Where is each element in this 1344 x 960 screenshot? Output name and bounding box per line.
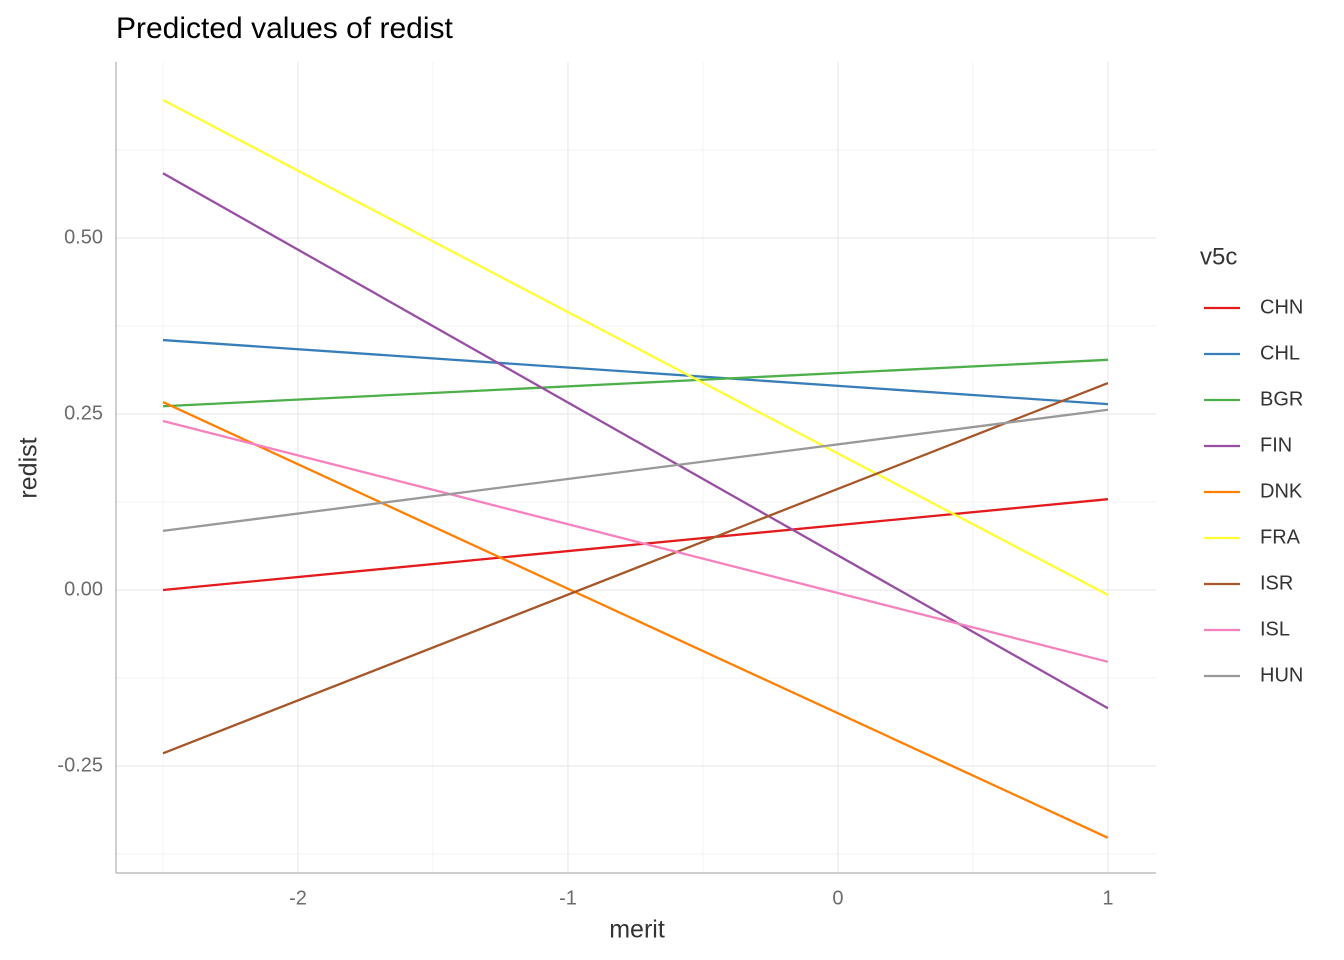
series-line [162, 498, 1109, 592]
series-line [162, 338, 1109, 406]
legend-label: DNK [1260, 480, 1303, 502]
legend-label: ISL [1260, 618, 1290, 640]
series-line [162, 172, 1109, 710]
legend-label: ISR [1260, 572, 1293, 594]
series-line [162, 358, 1108, 408]
y-tick-label: 0.50 [64, 226, 103, 248]
legend-label: CHN [1260, 296, 1303, 318]
y-tick-label: 0.25 [64, 402, 103, 424]
y-axis-label: redist [15, 437, 43, 498]
x-tick-label: 1 [1102, 887, 1113, 909]
series-line [162, 381, 1109, 755]
x-axis-label: merit [609, 916, 665, 944]
series-line [162, 408, 1109, 532]
chart-title: Predicted values of redist [116, 12, 454, 45]
legend-label: FRA [1260, 526, 1301, 548]
legend-label: BGR [1260, 388, 1303, 410]
x-tick-label: 0 [832, 887, 843, 909]
legend-label: FIN [1260, 434, 1292, 456]
y-tick-label: -0.25 [57, 754, 103, 776]
x-tick-label: -2 [289, 887, 307, 909]
legend-label: HUN [1260, 664, 1303, 686]
y-tick-label: 0.00 [64, 578, 103, 600]
legend-title: v5c [1200, 243, 1237, 270]
x-tick-label: -1 [559, 887, 577, 909]
legend-label: CHL [1260, 342, 1300, 364]
series-line [162, 419, 1109, 663]
series-line [162, 400, 1109, 839]
series-line [162, 98, 1109, 596]
